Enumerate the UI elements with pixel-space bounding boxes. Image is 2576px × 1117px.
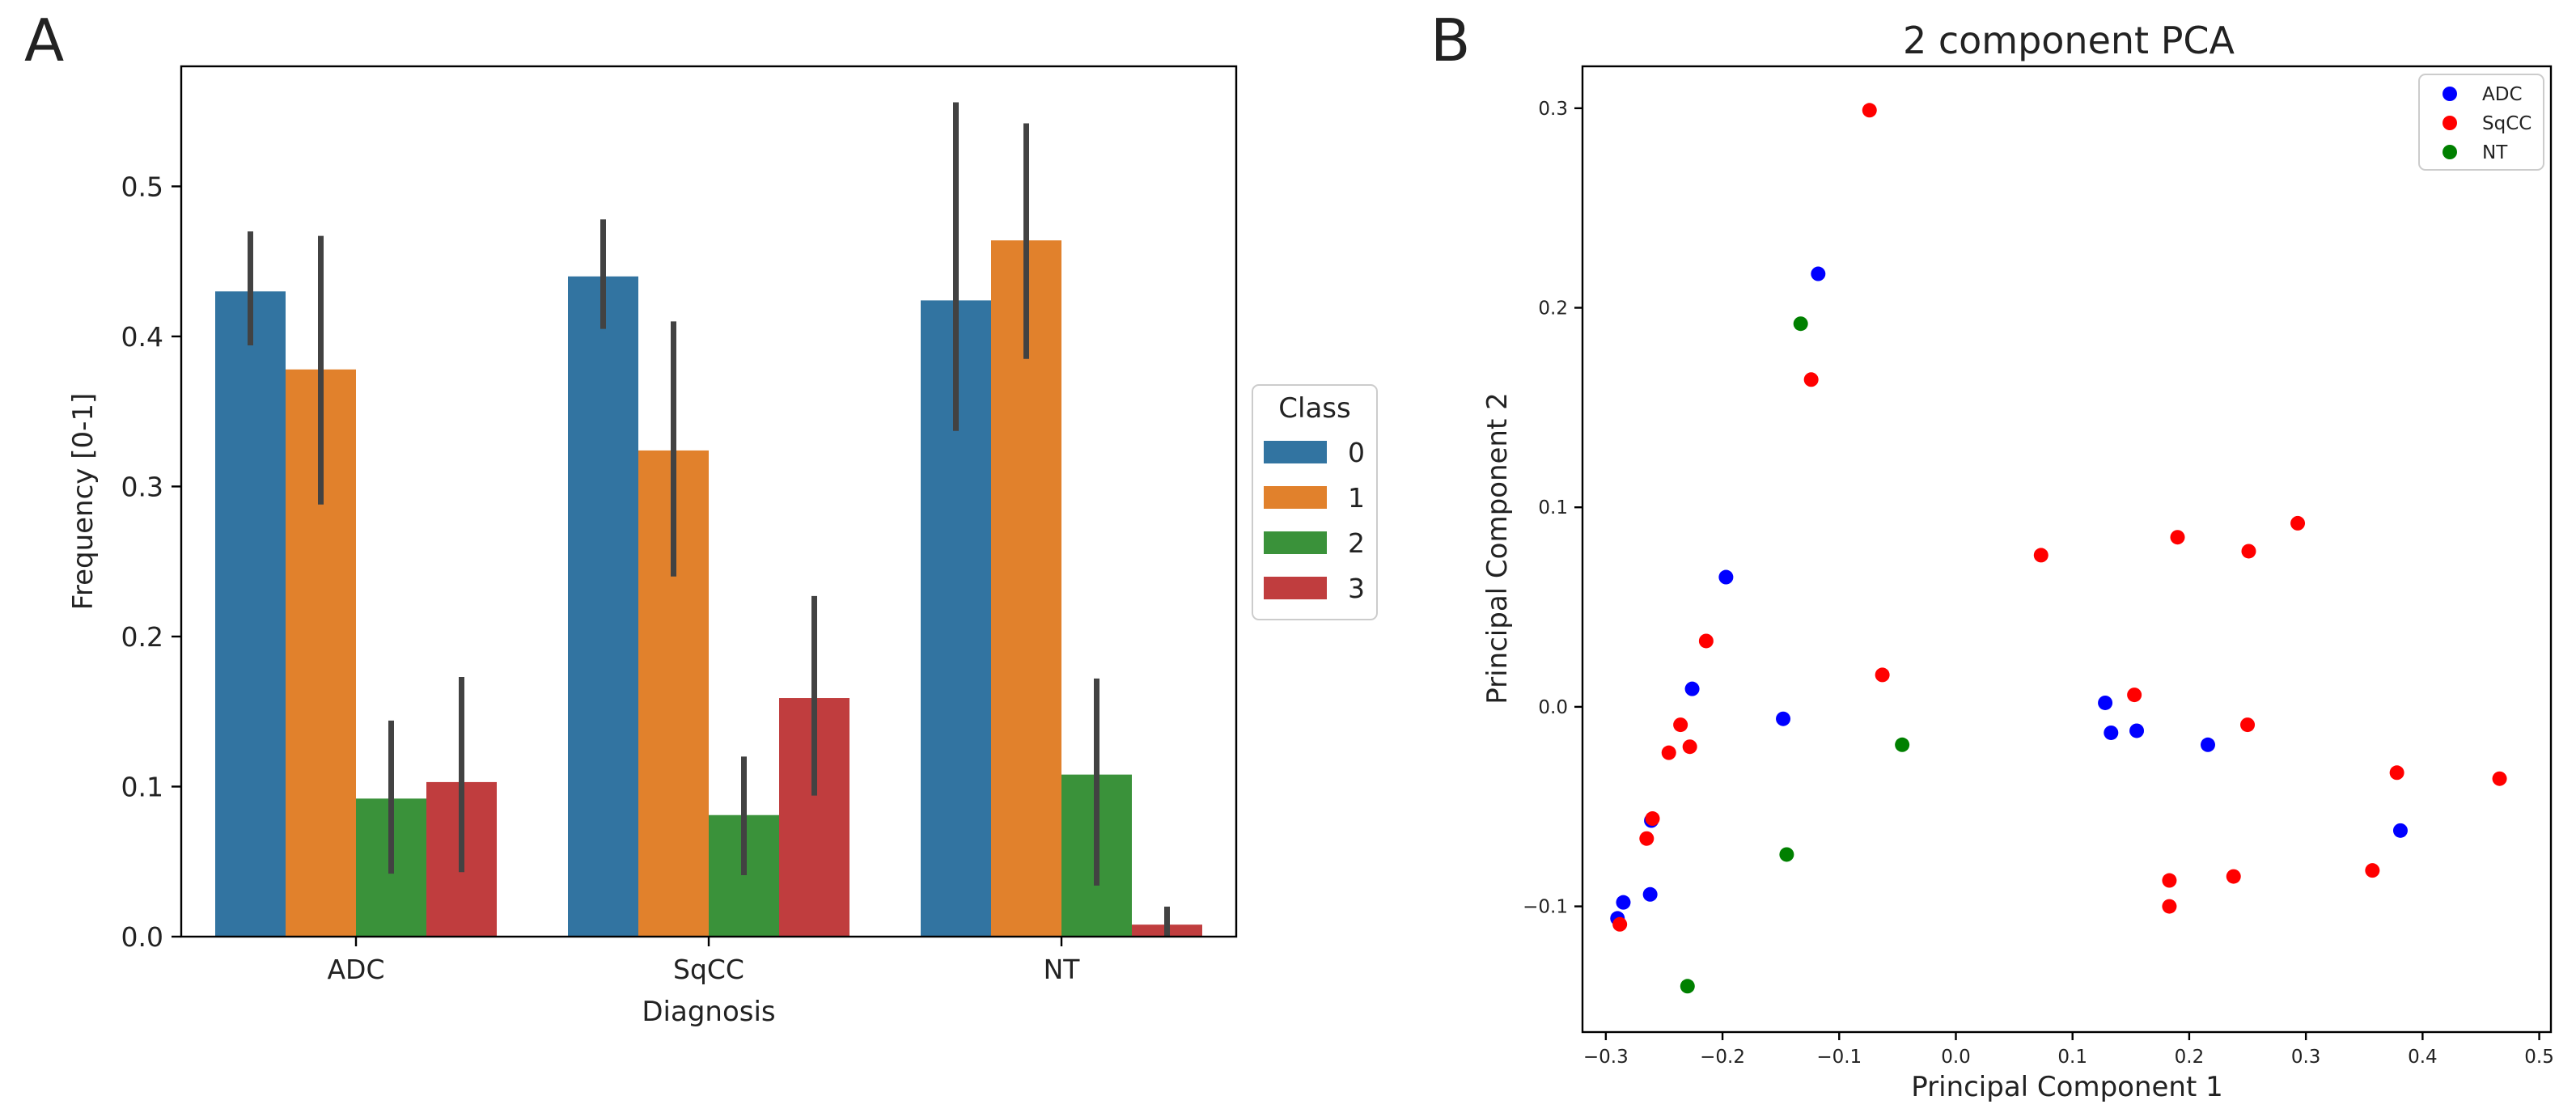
scatter-point-sqcc: [2226, 869, 2241, 884]
scatter-point-adc: [1811, 266, 1826, 281]
bar-legend-items: 0 1 2 3: [1264, 437, 1365, 604]
scatter-legend-items: ADC SqCC NT: [2443, 84, 2532, 163]
scatter-point-adc: [2392, 823, 2408, 838]
bar-legend-swatch-1: [1264, 486, 1327, 509]
scatter-title: 2 component PCA: [1903, 19, 2235, 62]
scatter-point-sqcc: [2170, 530, 2185, 545]
scatter-point-sqcc: [1698, 633, 1714, 649]
scatter-point-adc: [1684, 681, 1700, 696]
bar-legend-swatch-3: [1264, 577, 1327, 599]
bar-legend: Class 0 1 2 3: [1252, 384, 1378, 620]
bar-legend-swatch-0: [1264, 441, 1327, 463]
bar-legend-title: Class: [1278, 392, 1350, 425]
scatter-point-sqcc: [2127, 688, 2142, 703]
bar-group: [215, 240, 1202, 937]
bar-y-tick-label: 0.2: [121, 621, 163, 653]
scatter-point-sqcc: [1682, 739, 1697, 755]
errorbar-group: [248, 102, 1170, 937]
scatter-x-tick-label: 0.3: [2291, 1047, 2321, 1068]
bar-legend-label-1: 1: [1348, 482, 1365, 514]
bar-x-tick-label: ADC: [327, 954, 384, 985]
scatter-y-tick-label: 0.2: [1538, 298, 1568, 319]
scatter-x-tick-label: −0.3: [1583, 1047, 1629, 1068]
scatter-x-axis-label: Principal Component 1: [1911, 1071, 2223, 1103]
scatter-point-sqcc: [1803, 372, 1819, 387]
scatter-y-tick-label: 0.3: [1538, 99, 1568, 120]
scatter-legend-marker-adc: [2443, 87, 2457, 101]
scatter-legend: ADC SqCC NT: [2418, 74, 2544, 171]
scatter-legend-label-sqcc: SqCC: [2482, 113, 2532, 134]
scatter-point-sqcc: [2365, 863, 2380, 878]
scatter-point-sqcc: [1875, 667, 1890, 683]
scatter-y-ticks: −0.1 0.0 0.1 0.2 0.3: [1523, 99, 1582, 918]
bar-y-axis-label: Frequency [0-1]: [67, 393, 100, 611]
scatter-legend-marker-sqcc: [2443, 116, 2457, 130]
scatter-y-axis-label: Principal Component 2: [1481, 392, 1514, 704]
scatter-point-adc: [2201, 737, 2216, 752]
scatter-point-sqcc: [1862, 103, 1877, 118]
bar-legend-label-2: 2: [1348, 527, 1365, 559]
scatter-point-sqcc: [2492, 771, 2507, 786]
scatter-point-sqcc: [2033, 548, 2049, 563]
scatter-points: [1610, 103, 2507, 994]
scatter-x-tick-label: 0.4: [2408, 1047, 2438, 1068]
scatter-x-tick-label: −0.1: [1816, 1047, 1862, 1068]
scatter-x-tick-label: 0.1: [2057, 1047, 2087, 1068]
scatter-point-sqcc: [2241, 544, 2256, 559]
scatter-x-tick-label: 0.5: [2524, 1047, 2554, 1068]
scatter-x-ticks: −0.3 −0.2 −0.1 0.0 0.1 0.2 0.3 0.4 0.5: [1583, 1032, 2554, 1068]
scatter-x-tick-label: 0.0: [1941, 1047, 1971, 1068]
bar-x-tick-label: SqCC: [673, 954, 744, 985]
bar-y-tick-label: 0.0: [121, 921, 163, 953]
scatter-point-sqcc: [2162, 873, 2177, 888]
bar-y-tick-label: 0.4: [121, 321, 163, 353]
scatter-point-adc: [1616, 895, 1631, 910]
bar-legend-swatch-2: [1264, 531, 1327, 554]
panel-a-label: A: [24, 6, 64, 74]
scatter-point-adc: [1718, 569, 1734, 585]
scatter-point-nt: [1793, 316, 1808, 332]
scatter-legend-label-nt: NT: [2482, 142, 2508, 163]
scatter-legend-marker-nt: [2443, 145, 2457, 159]
scatter-point-sqcc: [2162, 899, 2177, 914]
bar-x-tick-label: NT: [1044, 954, 1081, 985]
bar-x-axis-label: Diagnosis: [642, 996, 775, 1028]
scatter-point-sqcc: [1661, 745, 1676, 760]
scatter-x-tick-label: −0.2: [1700, 1047, 1745, 1068]
scatter-point-adc: [1642, 886, 1658, 902]
bar-legend-label-0: 0: [1348, 437, 1365, 468]
scatter-y-tick-label: −0.1: [1523, 897, 1568, 918]
scatter-point-adc: [1776, 711, 1791, 726]
panel-b-label: B: [1430, 6, 1470, 74]
scatter-y-tick-label: 0.1: [1538, 497, 1568, 518]
bar-y-tick-label: 0.1: [121, 771, 163, 802]
bar-y-tick-label: 0.3: [121, 471, 163, 502]
bar-legend-label-3: 3: [1348, 573, 1365, 604]
bar-chart: 0.0 0.1 0.2 0.3 0.4 0.5 ADC SqCC NT: [121, 65, 1238, 985]
scatter-point-sqcc: [1673, 717, 1688, 733]
scatter-plot-frame: [1581, 65, 2553, 1034]
scatter-point-sqcc: [2389, 765, 2404, 781]
scatter-point-sqcc: [2240, 717, 2256, 733]
scatter-point-nt: [1779, 847, 1794, 862]
scatter-legend-label-adc: ADC: [2482, 84, 2523, 105]
scatter-chart: −0.1 0.0 0.1 0.2 0.3 −0.3 −0.2 −0.1 0.0 0.1 0.2 0.…: [1523, 65, 2554, 1068]
scatter-x-tick-label: 0.2: [2175, 1047, 2205, 1068]
scatter-point-adc: [2098, 695, 2113, 710]
scatter-point-sqcc: [2290, 515, 2306, 531]
scatter-point-sqcc: [1645, 811, 1660, 827]
bar-x-ticks: ADC SqCC NT: [327, 937, 1080, 985]
scatter-point-nt: [1895, 737, 1910, 752]
scatter-point-sqcc: [1612, 916, 1628, 932]
bar-y-tick-label: 0.5: [121, 171, 163, 202]
bar-y-ticks: 0.0 0.1 0.2 0.3 0.4 0.5: [121, 171, 181, 953]
scatter-point-adc: [2104, 725, 2119, 740]
scatter-point-adc: [2129, 723, 2145, 738]
scatter-point-sqcc: [1639, 831, 1654, 846]
bar-adc-class-0: [215, 291, 286, 937]
bar-sqcc-class-0: [568, 276, 638, 937]
scatter-y-tick-label: 0.0: [1538, 697, 1568, 718]
scatter-point-nt: [1680, 979, 1695, 994]
